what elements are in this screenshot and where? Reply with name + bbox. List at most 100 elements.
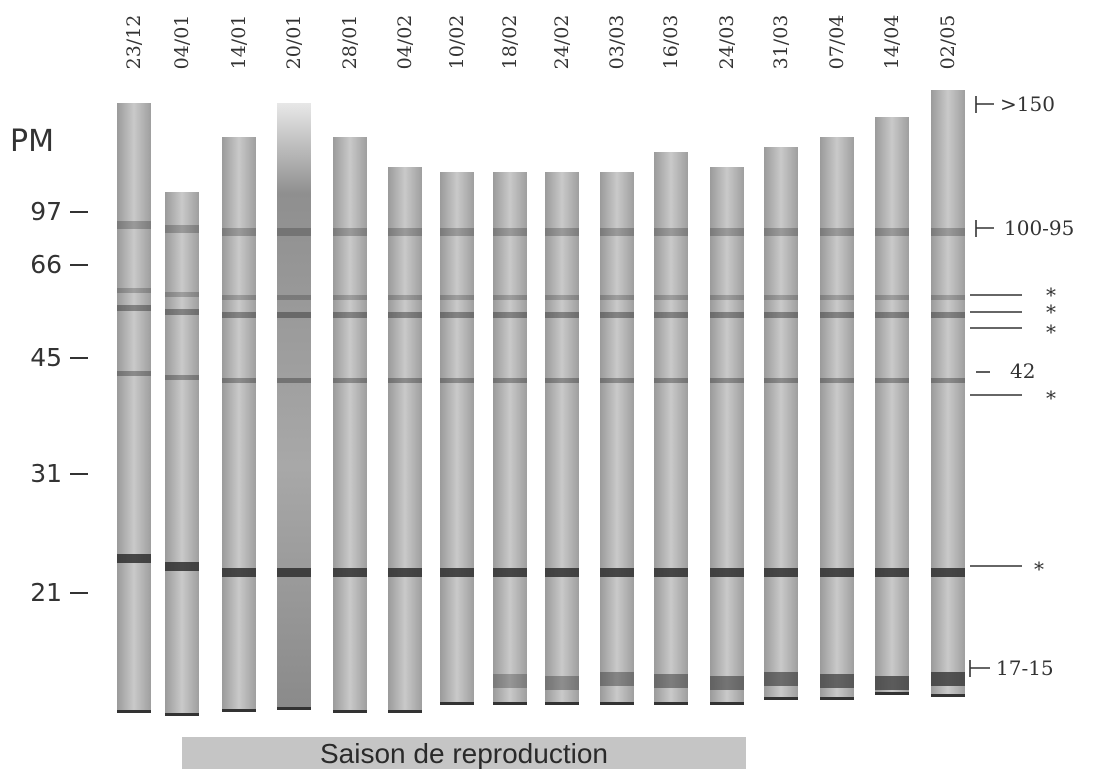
gel-lane [493,172,527,705]
mw-marker-21: 21 [30,578,62,607]
lane-date-label: 20/01 [283,14,305,70]
gel-band [931,378,965,383]
gel-band [545,312,579,318]
gel-band [820,312,854,318]
gel-band [545,568,579,577]
gel-band [764,228,798,236]
gel-lane-edge [277,707,311,710]
gel-band [820,378,854,383]
gel-band [493,312,527,318]
gel-band [654,295,688,300]
gel-band [931,228,965,236]
gel-band [875,378,909,383]
gel-band [277,568,311,577]
gel-band [600,228,634,236]
gel-lane [764,147,798,700]
annotation-star-c: * [1046,320,1056,344]
mw-marker-97: 97 [30,197,62,226]
gel-band [710,378,744,383]
gel-band [764,295,798,300]
lane-date-label: 23/12 [123,14,145,70]
gel-lane-edge [222,709,256,712]
gel-band [333,228,367,236]
gel-band [222,568,256,577]
gel-band [875,676,909,690]
lane-date-label: 07/04 [826,14,848,70]
gel-band [440,312,474,318]
gel-lane [165,192,199,716]
gel-band [600,295,634,300]
gel-lane [545,172,579,705]
gel-band [764,312,798,318]
gel-band [493,378,527,383]
lane-date-label: 10/02 [446,14,468,70]
gel-band [388,312,422,318]
gel-band [820,295,854,300]
gel-lane-edge [820,697,854,700]
gel-band [875,568,909,577]
mw-marker-66: 66 [30,250,62,279]
gel-lane-edge [875,692,909,695]
lane-date-label: 02/05 [937,14,959,70]
gel-band [388,295,422,300]
gel-lane [388,167,422,713]
gel-band [545,676,579,690]
annotation-gt150: >150 [1000,92,1055,116]
annotation-42: 42 [1010,359,1036,383]
gel-band [600,378,634,383]
gel-band [710,228,744,236]
lane-date-label: 18/02 [499,14,521,70]
gel-band [710,676,744,690]
gel-band [333,312,367,318]
lane-date-label: 24/03 [716,14,738,70]
gel-band [820,228,854,236]
gel-band [165,562,199,571]
gel-lane-edge [545,702,579,705]
gel-band [222,228,256,236]
gel-lane-edge [654,702,688,705]
gel-band [875,312,909,318]
gel-band [600,568,634,577]
gel-band [165,225,199,233]
gel-band [820,674,854,688]
gel-band [117,305,151,311]
gel-band [820,568,854,577]
gel-lane-edge [710,702,744,705]
gel-band [117,221,151,229]
gel-band [333,295,367,300]
gel-band [388,568,422,577]
gel-lane [440,172,474,705]
gel-lane-edge [388,710,422,713]
gel-band [333,568,367,577]
gel-band [600,672,634,686]
gel-band [654,674,688,688]
lane-date-label: 24/02 [551,14,573,70]
gel-lane-edge [333,710,367,713]
gel-band [931,672,965,686]
gel-band [654,378,688,383]
lane-date-label: 28/01 [339,14,361,70]
annotation-star-e: * [1034,557,1044,581]
gel-band [117,371,151,376]
gel-band [545,378,579,383]
gel-band [222,295,256,300]
gel-band [333,378,367,383]
gel-band [117,288,151,293]
lane-date-label: 04/01 [171,14,193,70]
gel-band [710,295,744,300]
gel-band [931,568,965,577]
gel-band [277,312,311,318]
gel-lane-edge [600,702,634,705]
right-annotation-lines [969,96,1022,677]
annotation-17-15: 17-15 [996,656,1054,680]
gel-band [440,295,474,300]
gel-band [600,312,634,318]
gel-band [277,295,311,300]
annotation-100-95: 100-95 [1004,216,1075,240]
mw-marker-31: 31 [30,459,62,488]
gel-band [117,554,151,563]
gel-lane-edge [764,697,798,700]
gel-band [388,228,422,236]
gel-lane-edge [440,702,474,705]
gel-band [277,228,311,236]
